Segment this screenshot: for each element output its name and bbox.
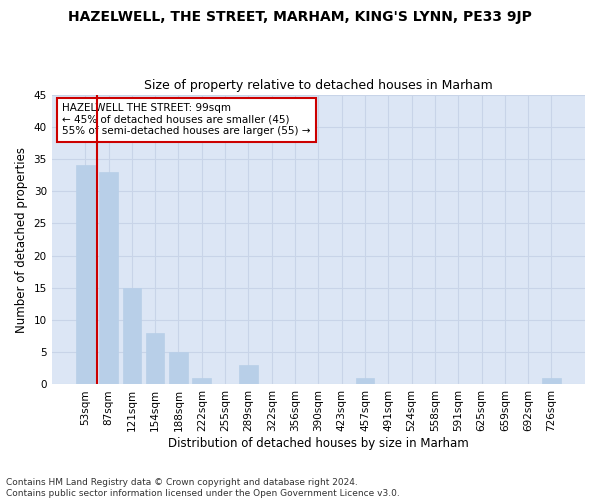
Bar [542, 378, 561, 384]
Text: HAZELWELL THE STREET: 99sqm
← 45% of detached houses are smaller (45)
55% of sem: HAZELWELL THE STREET: 99sqm ← 45% of det… [62, 104, 311, 136]
Text: Contains HM Land Registry data © Crown copyright and database right 2024.
Contai: Contains HM Land Registry data © Crown c… [6, 478, 400, 498]
Bar [146, 333, 164, 384]
Bar [122, 288, 141, 384]
Bar [193, 378, 211, 384]
X-axis label: Distribution of detached houses by size in Marham: Distribution of detached houses by size … [168, 437, 469, 450]
Text: HAZELWELL, THE STREET, MARHAM, KING'S LYNN, PE33 9JP: HAZELWELL, THE STREET, MARHAM, KING'S LY… [68, 10, 532, 24]
Bar [169, 352, 188, 384]
Title: Size of property relative to detached houses in Marham: Size of property relative to detached ho… [144, 79, 493, 92]
Bar [356, 378, 374, 384]
Y-axis label: Number of detached properties: Number of detached properties [15, 146, 28, 332]
Bar [99, 172, 118, 384]
Bar [76, 166, 95, 384]
Bar [239, 365, 258, 384]
